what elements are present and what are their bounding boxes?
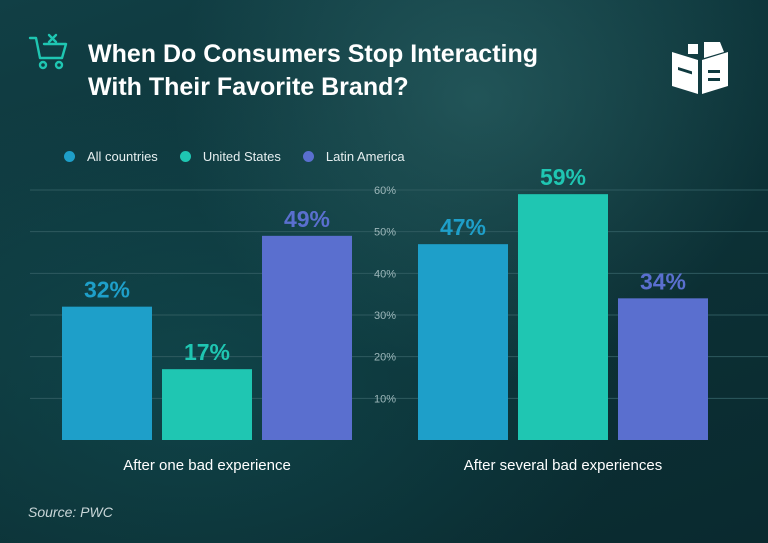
- legend-swatch-all-countries: [64, 150, 75, 162]
- bar-value-label: 59%: [540, 164, 586, 190]
- legend-label-latin-america: Latin America: [325, 148, 405, 164]
- category-label: After several bad experiences: [464, 457, 662, 474]
- legend: All countries United States Latin Americ…: [64, 146, 427, 166]
- bar: [262, 235, 352, 440]
- y-tick-label: 60%: [374, 185, 396, 197]
- bar: [162, 369, 252, 440]
- legend-label-all-countries: All countries: [87, 148, 158, 164]
- y-tick-label: 50%: [374, 227, 396, 239]
- bar: [62, 306, 152, 440]
- bar-value-label: 49%: [284, 206, 330, 232]
- legend-swatch-latin-america: [302, 150, 314, 162]
- bar: [618, 298, 708, 440]
- bar-value-label: 34%: [640, 268, 686, 294]
- y-tick-label: 20%: [374, 352, 396, 364]
- chart-title-line-2: With Their Favorite Brand?: [88, 73, 409, 101]
- bar: [418, 244, 508, 440]
- shopping-cart-x-icon: [28, 33, 68, 70]
- y-tick-label: 10%: [374, 393, 396, 405]
- legend-item-all-countries: All countries: [64, 149, 158, 164]
- legend-label-united-states: United States: [202, 148, 281, 164]
- bar-value-label: 47%: [440, 214, 486, 240]
- bar: [518, 194, 608, 440]
- source-note: Source: PWC: [28, 504, 113, 520]
- chart-title: When Do Consumers Stop Interacting With …: [88, 38, 608, 104]
- category-label: After one bad experience: [123, 457, 291, 474]
- book-box-logo: [672, 42, 728, 94]
- legend-swatch-united-states: [179, 150, 191, 162]
- y-tick-label: 30%: [374, 310, 396, 322]
- chart-title-line-1: When Do Consumers Stop Interacting: [88, 40, 539, 68]
- y-tick-label: 40%: [374, 268, 396, 280]
- bar-value-label: 17%: [184, 339, 230, 365]
- legend-item-latin-america: Latin America: [302, 148, 405, 164]
- legend-item-united-states: United States: [179, 148, 281, 164]
- bar-value-label: 32%: [84, 277, 130, 303]
